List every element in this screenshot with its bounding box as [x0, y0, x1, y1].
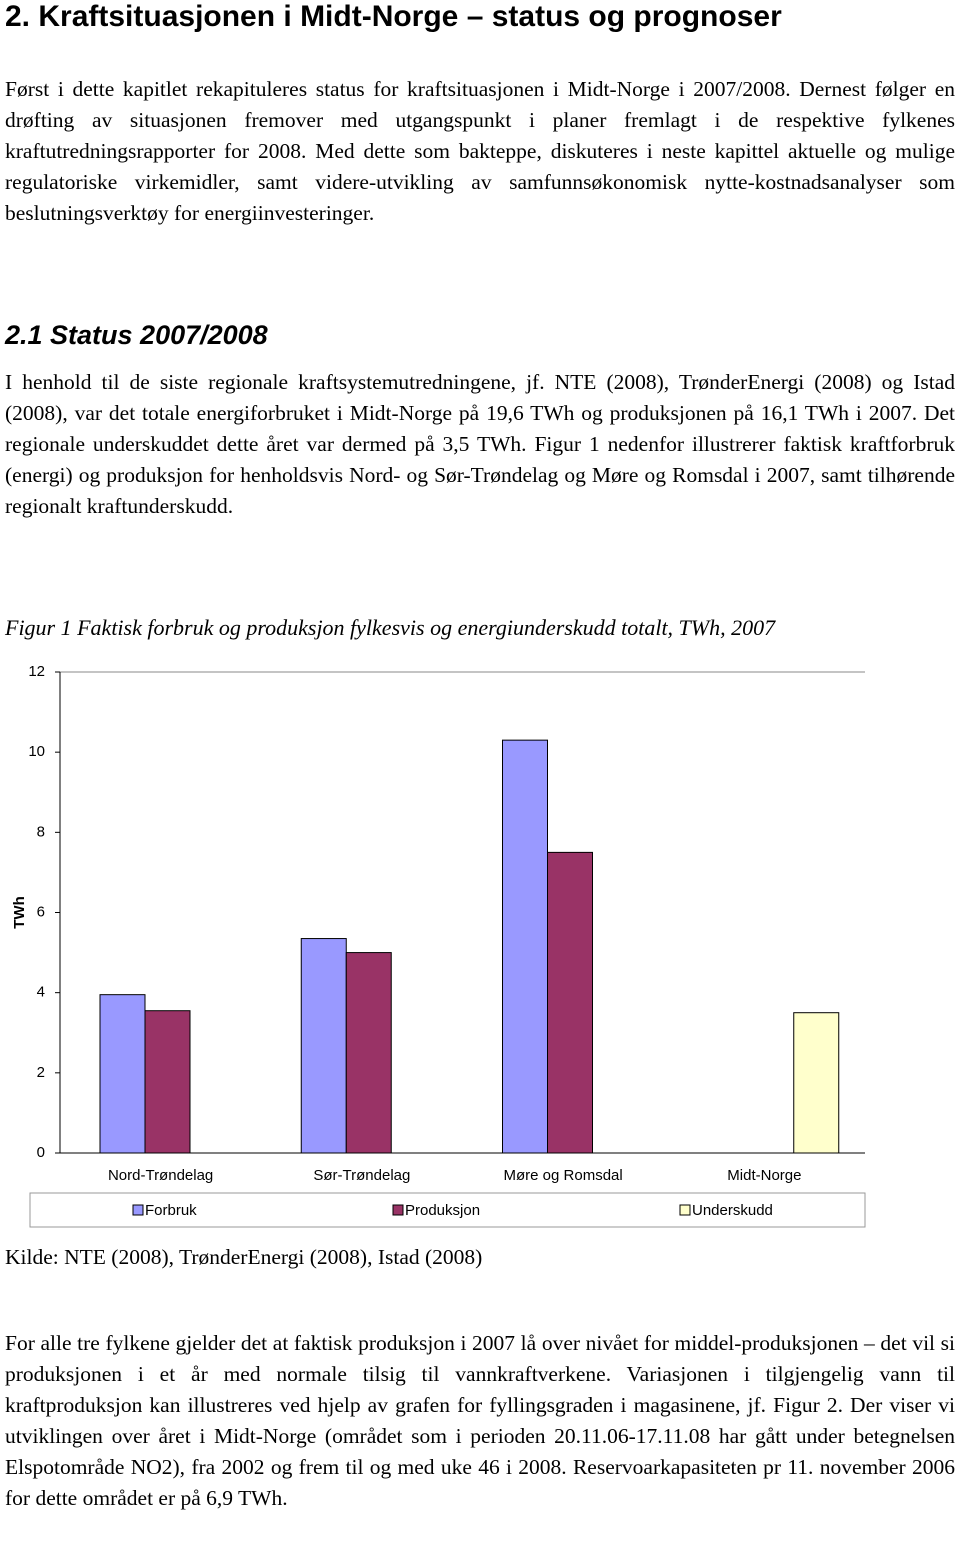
bar — [99, 994, 146, 1154]
x-tick-label: Sør-Trøndelag — [313, 1167, 410, 1184]
bar — [502, 739, 548, 1154]
y-tick-label: 0 — [37, 1144, 45, 1161]
legend-box — [29, 1192, 866, 1228]
legend-swatch — [679, 1204, 691, 1216]
closing: For alle tre fylkene gjelder det at fakt… — [5, 1331, 955, 1510]
legend-label: Forbruk — [145, 1202, 197, 1219]
bar — [345, 952, 392, 1154]
y-axis-label: TWh — [11, 896, 28, 928]
intro: Først i dette kapitlet rekapituleres sta… — [5, 77, 955, 225]
heading: 2. Kraftsituasjonen i Midt-Norge – statu… — [5, 0, 782, 33]
legend-label: Produksjon — [405, 1202, 480, 1219]
y-tick-label: 2 — [37, 1064, 45, 1081]
bar — [144, 1010, 191, 1154]
y-tick-label: 10 — [28, 743, 45, 760]
y-tick-label: 6 — [37, 903, 45, 920]
y-tick-label: 12 — [28, 663, 45, 680]
section-heading: 2.1 Status 2007/2008 — [5, 320, 268, 350]
y-tick-label: 4 — [37, 984, 45, 1001]
source: Kilde: NTE (2008), TrønderEnergi (2008),… — [5, 1245, 483, 1269]
bar — [793, 1012, 840, 1154]
x-tick-label: Nord-Trøndelag — [108, 1167, 213, 1184]
legend-label: Underskudd — [692, 1202, 773, 1219]
bar — [300, 938, 347, 1154]
x-tick-label: Møre og Romsdal — [504, 1167, 623, 1184]
legend-swatch — [132, 1204, 144, 1216]
chart: 0 2 4 6 8 10 12 TWh Nord-Trøndelag Sør-Trøndelag M… — [11, 663, 866, 1228]
x-tick-label: Midt-Norge — [727, 1167, 801, 1184]
section-text: I henhold til de siste regionale kraftsy… — [5, 370, 955, 518]
y-tick-label: 8 — [37, 823, 45, 840]
figure-caption: Figur 1 Faktisk forbruk og produksjon fy… — [5, 615, 776, 640]
bar — [547, 851, 593, 1154]
legend-swatch — [392, 1204, 404, 1216]
